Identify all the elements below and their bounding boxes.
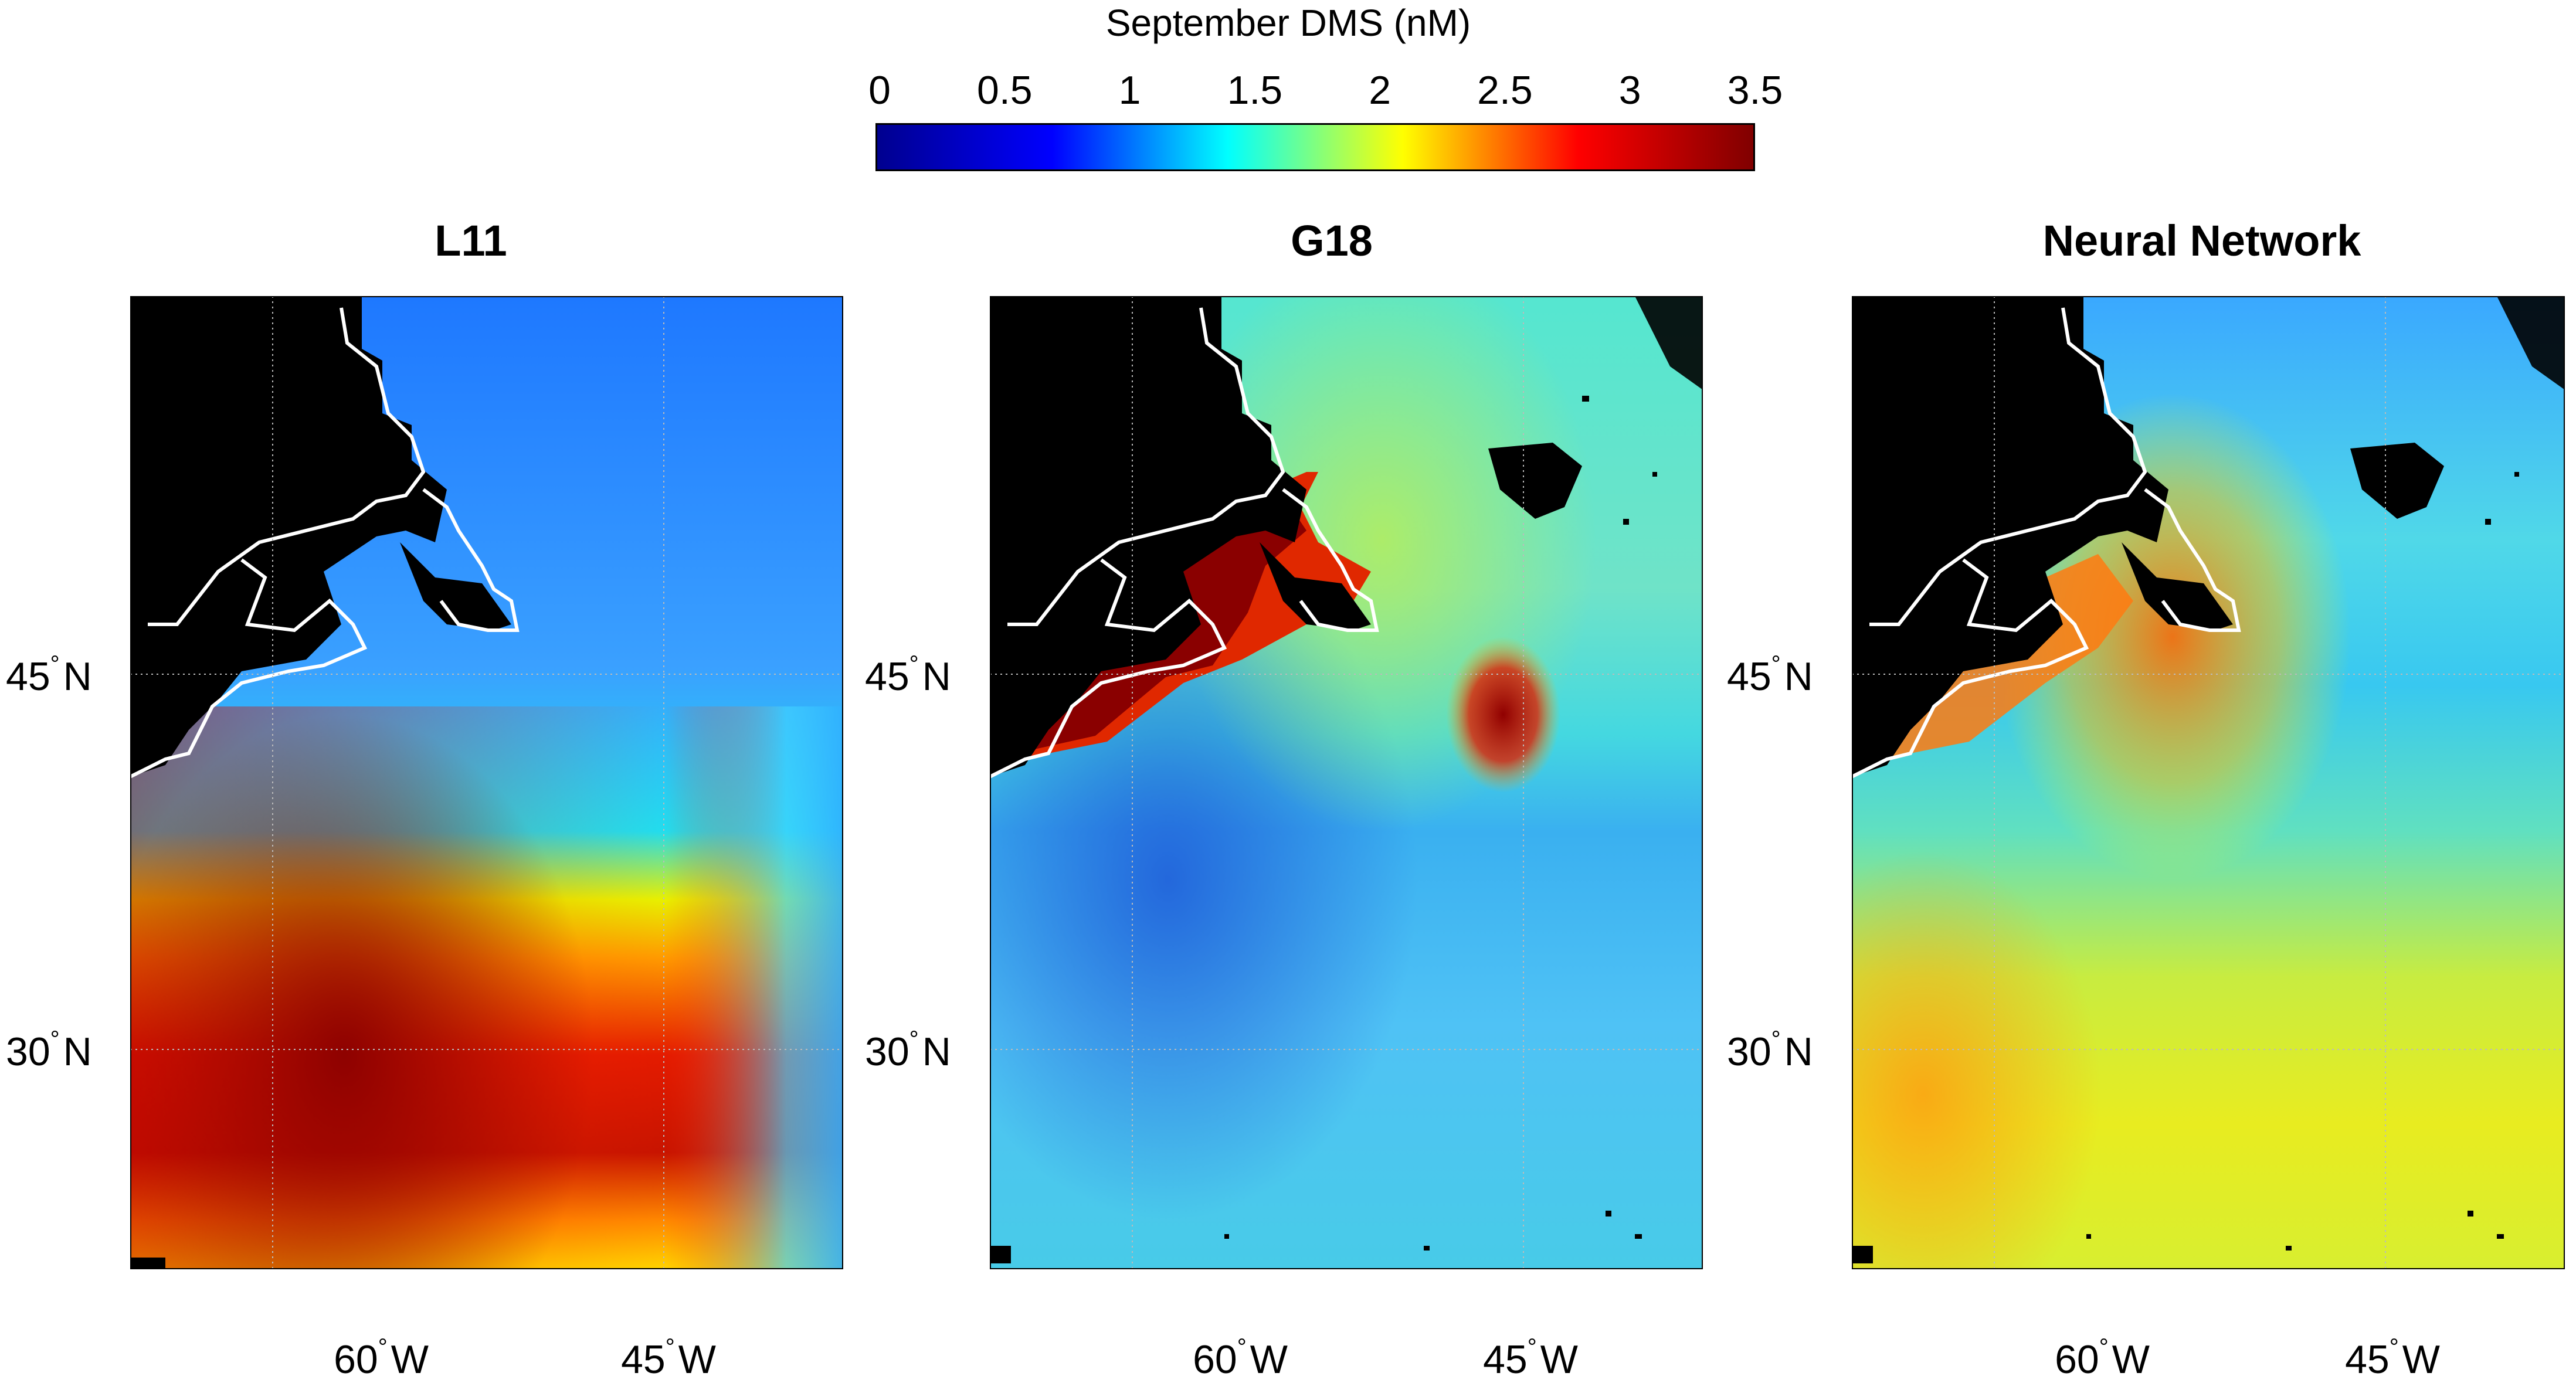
panel-title-l11: L11 bbox=[435, 216, 507, 265]
map-l11-svg bbox=[130, 296, 843, 1269]
lon-label-60w: 60°W bbox=[2055, 1334, 2150, 1382]
lon-label-60w: 60°W bbox=[334, 1334, 429, 1382]
lon-label-45w: 45°W bbox=[621, 1334, 716, 1382]
colorbar-tick-label: 0 bbox=[868, 68, 891, 113]
map-neural-network bbox=[1852, 296, 2565, 1269]
lat-label-30n: 30°N bbox=[6, 1027, 92, 1074]
panel-title-g18: G18 bbox=[1291, 216, 1373, 265]
colorbar-tick-label: 0.5 bbox=[977, 68, 1033, 113]
colorbar-title: September DMS (nM) bbox=[1105, 2, 1471, 44]
colorbar-tick-label: 1.5 bbox=[1227, 68, 1283, 113]
map-g18 bbox=[990, 296, 1703, 1269]
lat-label-45n: 45°N bbox=[1727, 651, 1813, 699]
colorbar-tick-label: 1 bbox=[1118, 68, 1141, 113]
colorbar-tick-label: 2 bbox=[1369, 68, 1391, 113]
lat-label-45n: 45°N bbox=[6, 651, 92, 699]
colorbar-tick-label: 2.5 bbox=[1477, 68, 1533, 113]
map-g18-svg bbox=[990, 296, 1703, 1269]
lon-label-45w: 45°W bbox=[2345, 1334, 2440, 1382]
colorbar-tick-label: 3 bbox=[1618, 68, 1641, 113]
lat-label-30n: 30°N bbox=[865, 1027, 951, 1074]
lat-label-45n: 45°N bbox=[865, 651, 951, 699]
colorbar-tick-label: 3.5 bbox=[1727, 68, 1783, 113]
map-l11 bbox=[130, 296, 843, 1269]
colorbar bbox=[875, 123, 1755, 171]
lon-label-45w: 45°W bbox=[1483, 1334, 1578, 1382]
map-neural-network-svg bbox=[1852, 296, 2565, 1269]
panel-title-neural-network: Neural Network bbox=[2042, 216, 2361, 265]
lon-label-60w: 60°W bbox=[1193, 1334, 1288, 1382]
lat-label-30n: 30°N bbox=[1727, 1027, 1813, 1074]
